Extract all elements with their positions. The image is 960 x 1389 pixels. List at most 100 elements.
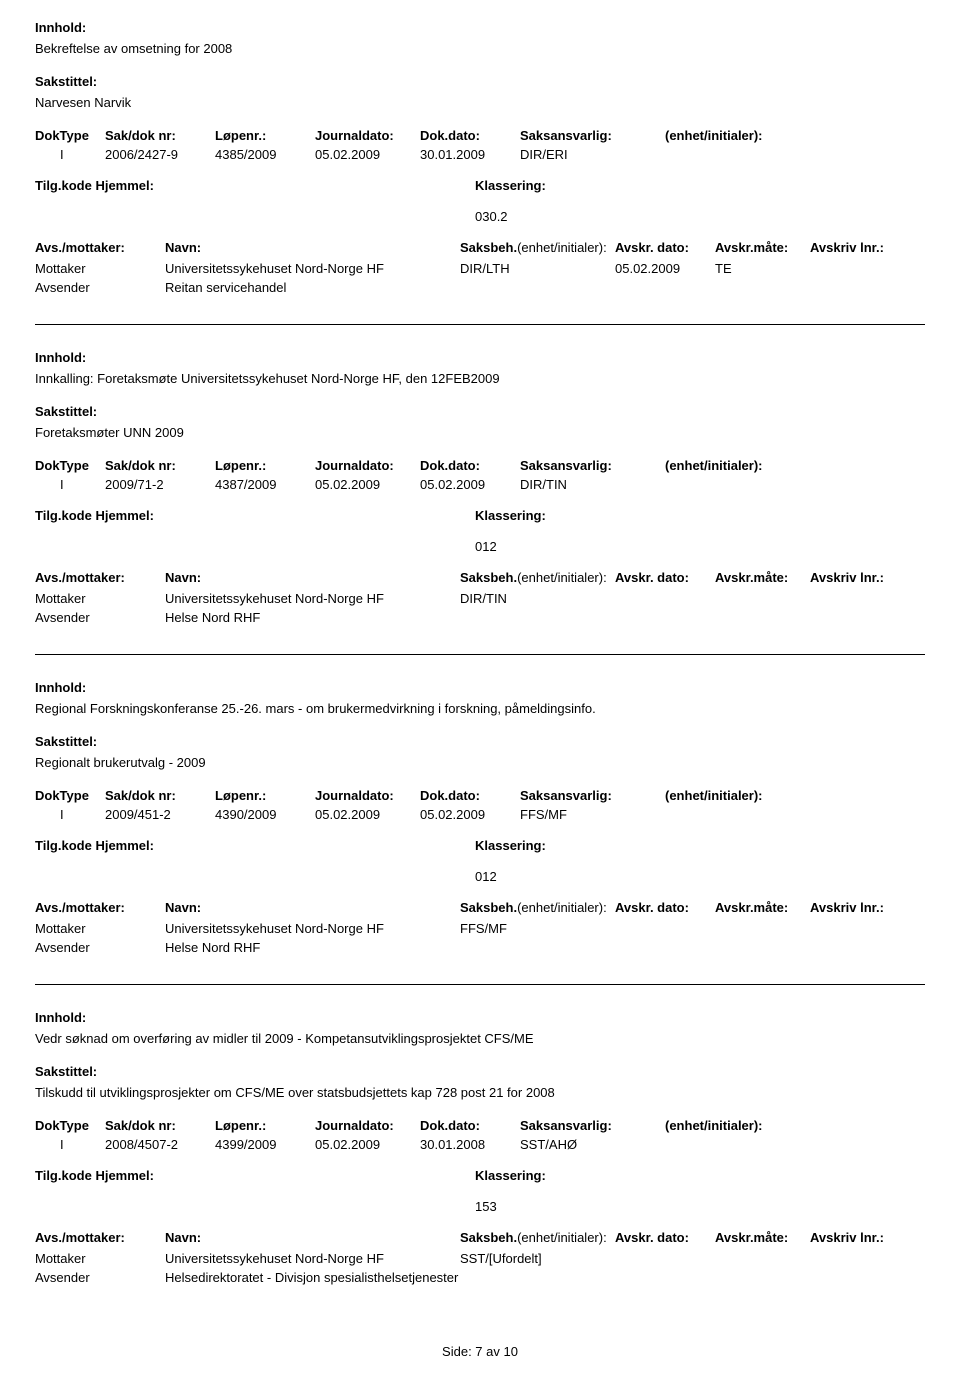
sakstittel-text: Narvesen Narvik <box>35 95 925 110</box>
party-role: Avsender <box>35 280 165 295</box>
party-avskrdato <box>615 940 715 955</box>
hdr-dokdato: Dok.dato: <box>420 1118 520 1133</box>
hdr-navn: Navn: <box>165 570 460 585</box>
header-row-1: DokType Sak/dok nr: Løpenr.: Journaldato… <box>35 1118 925 1133</box>
header-row-2: Tilg.kode Hjemmel: Klassering: <box>35 178 925 193</box>
hdr-saksbeh: Saksbeh.(enhet/initialer): <box>460 570 615 585</box>
header-row-3: Avs./mottaker: Navn: Saksbeh.(enhet/init… <box>35 240 925 255</box>
header-row-3: Avs./mottaker: Navn: Saksbeh.(enhet/init… <box>35 570 925 585</box>
val-klassering: 012 <box>475 539 655 554</box>
party-name: Universitetssykehuset Nord-Norge HF <box>165 921 460 936</box>
party-avskrdato <box>615 280 715 295</box>
hdr-saksbeh: Saksbeh.(enhet/initialer): <box>460 1230 615 1245</box>
val-lopenr: 4385/2009 <box>215 147 315 162</box>
hdr-enhet-init: (enhet/initialer): <box>665 458 925 473</box>
val-lopenr: 4399/2009 <box>215 1137 315 1152</box>
val-klassering: 030.2 <box>475 209 655 224</box>
party-saksbeh <box>460 610 615 625</box>
innhold-text: Vedr søknad om overføring av midler til … <box>35 1031 925 1046</box>
party-role: Mottaker <box>35 1251 165 1266</box>
party-avskrdato <box>615 591 715 606</box>
hdr-avskr-dato: Avskr. dato: <box>615 240 715 255</box>
party-row: Mottaker Universitetssykehuset Nord-Norg… <box>35 591 925 606</box>
party-name: Reitan servicehandel <box>165 280 460 295</box>
values-row-1: I 2009/71-2 4387/2009 05.02.2009 05.02.2… <box>35 477 925 492</box>
hdr-avs-mottaker: Avs./mottaker: <box>35 570 165 585</box>
hdr-dokdato: Dok.dato: <box>420 128 520 143</box>
val-dokdato: 30.01.2008 <box>420 1137 520 1152</box>
val-saksansvarlig: DIR/TIN <box>520 477 665 492</box>
header-row-3: Avs./mottaker: Navn: Saksbeh.(enhet/init… <box>35 900 925 915</box>
hdr-saksansvarlig: Saksansvarlig: <box>520 458 665 473</box>
party-saksbeh <box>460 280 615 295</box>
party-role: Mottaker <box>35 591 165 606</box>
party-name: Universitetssykehuset Nord-Norge HF <box>165 1251 460 1266</box>
header-row-3: Avs./mottaker: Navn: Saksbeh.(enhet/init… <box>35 1230 925 1245</box>
page-footer: Side: 7 av 10 <box>35 1344 925 1359</box>
innhold-text: Bekreftelse av omsetning for 2008 <box>35 41 925 56</box>
hdr-enhet-init: (enhet/initialer): <box>665 1118 925 1133</box>
hdr-dokdato: Dok.dato: <box>420 788 520 803</box>
val-doktype: I <box>35 1137 105 1152</box>
hdr-dokdato: Dok.dato: <box>420 458 520 473</box>
values-row-2: 153 <box>35 1199 925 1214</box>
hdr-avskriv-lnr: Avskriv lnr.: <box>810 1230 925 1245</box>
val-doktype: I <box>35 807 105 822</box>
header-row-1: DokType Sak/dok nr: Løpenr.: Journaldato… <box>35 458 925 473</box>
party-role: Avsender <box>35 940 165 955</box>
val-saknr: 2009/451-2 <box>105 807 215 822</box>
hdr-saknr: Sak/dok nr: <box>105 788 215 803</box>
values-row-2: 012 <box>35 869 925 884</box>
hdr-tilgkode-hjemmel: Tilg.kode Hjemmel: <box>35 838 475 853</box>
party-saksbeh: FFS/MF <box>460 921 615 936</box>
party-avskrdato <box>615 1270 715 1285</box>
party-role: Mottaker <box>35 261 165 276</box>
innhold-label: Innhold: <box>35 680 925 695</box>
journal-record: Innhold: Innkalling: Foretaksmøte Univer… <box>35 324 925 654</box>
party-saksbeh: DIR/LTH <box>460 261 615 276</box>
party-role: Avsender <box>35 1270 165 1285</box>
party-role: Avsender <box>35 610 165 625</box>
val-saksansvarlig: FFS/MF <box>520 807 665 822</box>
hdr-lopenr: Løpenr.: <box>215 128 315 143</box>
hdr-avs-mottaker: Avs./mottaker: <box>35 1230 165 1245</box>
hdr-navn: Navn: <box>165 900 460 915</box>
values-row-2: 012 <box>35 539 925 554</box>
hdr-klassering: Klassering: <box>475 838 655 853</box>
hdr-avskr-dato: Avskr. dato: <box>615 1230 715 1245</box>
hdr-avskriv-lnr: Avskriv lnr.: <box>810 240 925 255</box>
hdr-journaldato: Journaldato: <box>315 128 420 143</box>
hdr-tilgkode-hjemmel: Tilg.kode Hjemmel: <box>35 508 475 523</box>
val-klassering: 153 <box>475 1199 655 1214</box>
val-lopenr: 4390/2009 <box>215 807 315 822</box>
hdr-avskr-mate: Avskr.måte: <box>715 1230 810 1245</box>
hdr-avskr-dato: Avskr. dato: <box>615 570 715 585</box>
hdr-enhet-init: (enhet/initialer): <box>665 788 925 803</box>
val-lopenr: 4387/2009 <box>215 477 315 492</box>
party-avskrdato: 05.02.2009 <box>615 261 715 276</box>
innhold-label: Innhold: <box>35 350 925 365</box>
innhold-text: Innkalling: Foretaksmøte Universitetssyk… <box>35 371 925 386</box>
hdr-journaldato: Journaldato: <box>315 788 420 803</box>
val-dokdato: 05.02.2009 <box>420 807 520 822</box>
party-saksbeh: SST/[Ufordelt] <box>460 1251 615 1266</box>
hdr-saksansvarlig: Saksansvarlig: <box>520 788 665 803</box>
header-row-2: Tilg.kode Hjemmel: Klassering: <box>35 1168 925 1183</box>
values-row-1: I 2006/2427-9 4385/2009 05.02.2009 30.01… <box>35 147 925 162</box>
val-saksansvarlig: SST/AHØ <box>520 1137 665 1152</box>
val-saknr: 2008/4507-2 <box>105 1137 215 1152</box>
sakstittel-text: Regionalt brukerutvalg - 2009 <box>35 755 925 770</box>
hdr-journaldato: Journaldato: <box>315 458 420 473</box>
hdr-tilgkode-hjemmel: Tilg.kode Hjemmel: <box>35 178 475 193</box>
sakstittel-label: Sakstittel: <box>35 74 925 89</box>
record-divider <box>35 984 925 985</box>
hdr-avs-mottaker: Avs./mottaker: <box>35 240 165 255</box>
journal-record: Innhold: Regional Forskningskonferanse 2… <box>35 654 925 984</box>
party-avskrmate: TE <box>715 261 810 276</box>
hdr-avskriv-lnr: Avskriv lnr.: <box>810 900 925 915</box>
hdr-avskr-mate: Avskr.måte: <box>715 240 810 255</box>
hdr-saknr: Sak/dok nr: <box>105 458 215 473</box>
hdr-lopenr: Løpenr.: <box>215 1118 315 1133</box>
record-divider <box>35 324 925 325</box>
party-avskrdato <box>615 1251 715 1266</box>
